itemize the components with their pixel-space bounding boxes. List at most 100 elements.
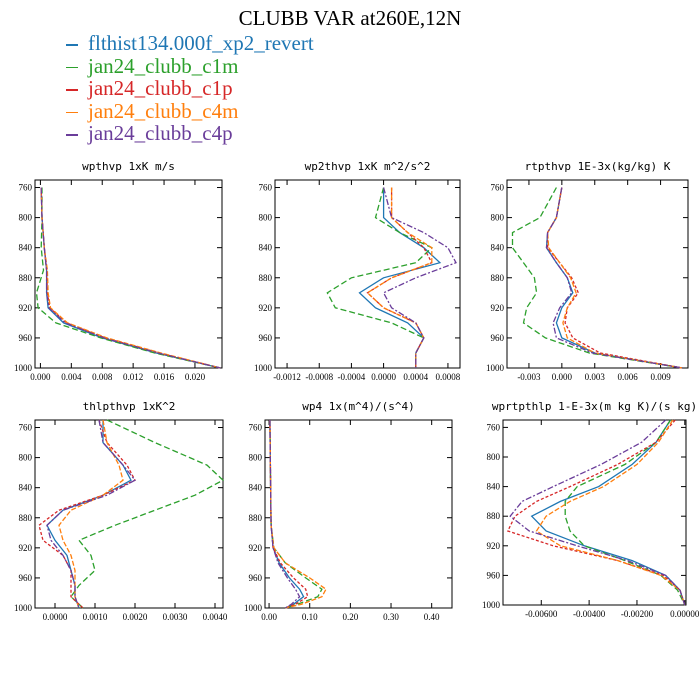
series-line (511, 187, 683, 369)
y-tick-label: 840 (249, 483, 263, 493)
series-line (70, 419, 225, 609)
y-tick-label: 760 (19, 183, 33, 193)
y-tick-label: 920 (19, 303, 33, 313)
series-line (269, 419, 327, 609)
y-tick-label: 800 (259, 213, 273, 223)
series-line (46, 419, 136, 609)
panel-title: thlpthvp 1xK^2 (83, 400, 176, 413)
series-line (269, 419, 301, 609)
x-tick-label: -0.00200 (621, 609, 654, 619)
series-line (530, 419, 686, 606)
x-tick-label: 0.0030 (163, 612, 188, 622)
legend-label: jan24_clubb_c1m (88, 53, 239, 78)
legend-swatch (66, 111, 78, 113)
x-tick-label: 0.00000 (670, 609, 700, 619)
y-tick-label: 800 (491, 213, 505, 223)
series-line (545, 187, 683, 369)
y-tick-label: 800 (19, 213, 33, 223)
x-tick-label: 0.40 (424, 612, 440, 622)
x-tick-label: 0.30 (383, 612, 399, 622)
y-tick-label: 880 (19, 273, 33, 283)
y-tick-label: 840 (19, 483, 33, 493)
x-tick-label: 0.0004 (403, 372, 428, 382)
x-tick-label: 0.004 (61, 372, 82, 382)
series-line (40, 187, 221, 369)
x-tick-label: 0.0010 (83, 612, 108, 622)
panel-title: rtpthvp 1E-3x(kg/kg) K (525, 160, 671, 173)
y-tick-label: 800 (249, 453, 263, 463)
series-line (269, 419, 323, 609)
x-tick-label: -0.0008 (305, 372, 333, 382)
plot-frame (506, 179, 689, 369)
x-tick-label: 0.20 (342, 612, 358, 622)
series-line (269, 419, 309, 609)
y-tick-label: 920 (487, 541, 501, 551)
series-line (46, 420, 132, 609)
x-tick-label: 0.003 (585, 372, 606, 382)
y-tick-label: 1000 (14, 363, 33, 373)
y-tick-label: 920 (259, 303, 273, 313)
x-tick-label: 0.008 (92, 372, 113, 382)
plot-frame (264, 419, 453, 609)
y-tick-label: 960 (19, 333, 33, 343)
y-tick-label: 840 (487, 482, 501, 492)
y-tick-label: 880 (249, 513, 263, 523)
legend-label: jan24_clubb_c1p (88, 76, 233, 100)
y-tick-label: 880 (491, 273, 505, 283)
x-tick-label: 0.012 (123, 372, 143, 382)
y-tick-label: 880 (19, 513, 33, 523)
x-tick-label: -0.00600 (525, 609, 558, 619)
y-tick-label: 760 (249, 423, 263, 433)
y-tick-label: 960 (487, 570, 501, 580)
legend-swatch (66, 89, 78, 91)
y-tick-label: 960 (249, 573, 263, 583)
legend-label: flthist134.000f_xp2_revert (88, 31, 314, 55)
x-tick-label: -0.00400 (573, 609, 606, 619)
legend-label: jan24_clubb_c4p (88, 121, 233, 145)
x-tick-label: 0.020 (185, 372, 206, 382)
y-tick-label: 920 (491, 303, 505, 313)
x-tick-label: 0.00 (261, 612, 277, 622)
plot-frame (34, 419, 224, 609)
plot-frame (274, 179, 461, 369)
legend-label: jan24_clubb_c4m (88, 98, 239, 123)
y-tick-label: 760 (259, 183, 273, 193)
series-line (38, 419, 136, 609)
legend-swatch (66, 66, 78, 68)
y-tick-label: 1000 (254, 363, 273, 373)
plot-frame (502, 419, 687, 606)
series-line (269, 419, 305, 609)
series-line (40, 187, 221, 369)
y-tick-label: 1000 (14, 603, 33, 613)
y-tick-label: 920 (19, 543, 33, 553)
y-tick-label: 880 (487, 511, 501, 521)
y-tick-label: 760 (19, 423, 33, 433)
y-tick-label: 800 (19, 453, 33, 463)
y-tick-label: 840 (19, 243, 33, 253)
series-line (358, 187, 442, 368)
y-tick-label: 1000 (486, 363, 505, 373)
panel-title: wpthvp 1xK m/s (82, 160, 175, 173)
x-tick-label: 0.009 (650, 372, 671, 382)
y-tick-label: 960 (491, 333, 505, 343)
y-tick-label: 960 (19, 573, 33, 583)
panel-title: wp2thvp 1xK m^2/s^2 (305, 160, 431, 173)
series-line (382, 187, 457, 368)
x-tick-label: 0.006 (618, 372, 639, 382)
x-tick-label: 0.0000 (43, 612, 68, 622)
series-line (506, 419, 686, 606)
series-line (35, 187, 221, 369)
y-tick-label: 880 (259, 273, 273, 283)
y-tick-label: 920 (249, 543, 263, 553)
x-tick-label: -0.0012 (273, 372, 301, 382)
series-line (535, 419, 686, 606)
legend-swatch (66, 44, 78, 46)
series-line (509, 419, 686, 606)
x-tick-label: 0.000 (552, 372, 573, 382)
y-tick-label: 760 (491, 183, 505, 193)
x-tick-label: 0.0020 (123, 612, 148, 622)
x-tick-label: 0.0040 (203, 612, 228, 622)
x-tick-label: -0.0004 (338, 372, 366, 382)
panel-title: wp4 1x(m^4)/(s^4) (302, 400, 415, 413)
